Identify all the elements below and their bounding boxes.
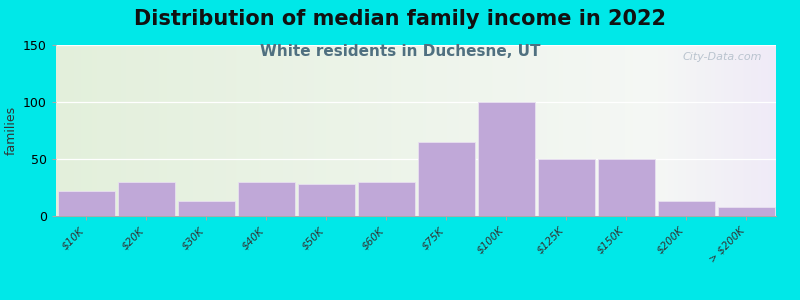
Bar: [658, 201, 714, 216]
Y-axis label: families: families: [5, 106, 18, 155]
Bar: [718, 207, 774, 216]
Text: City-Data.com: City-Data.com: [682, 52, 762, 62]
Bar: [418, 142, 474, 216]
Bar: [598, 159, 654, 216]
Bar: [178, 201, 234, 216]
Bar: [538, 159, 594, 216]
Bar: [118, 182, 174, 216]
Bar: [358, 182, 414, 216]
Bar: [478, 102, 534, 216]
Bar: [58, 191, 114, 216]
Text: Distribution of median family income in 2022: Distribution of median family income in …: [134, 9, 666, 29]
Text: White residents in Duchesne, UT: White residents in Duchesne, UT: [260, 44, 540, 59]
Bar: [238, 182, 294, 216]
Bar: [298, 184, 354, 216]
